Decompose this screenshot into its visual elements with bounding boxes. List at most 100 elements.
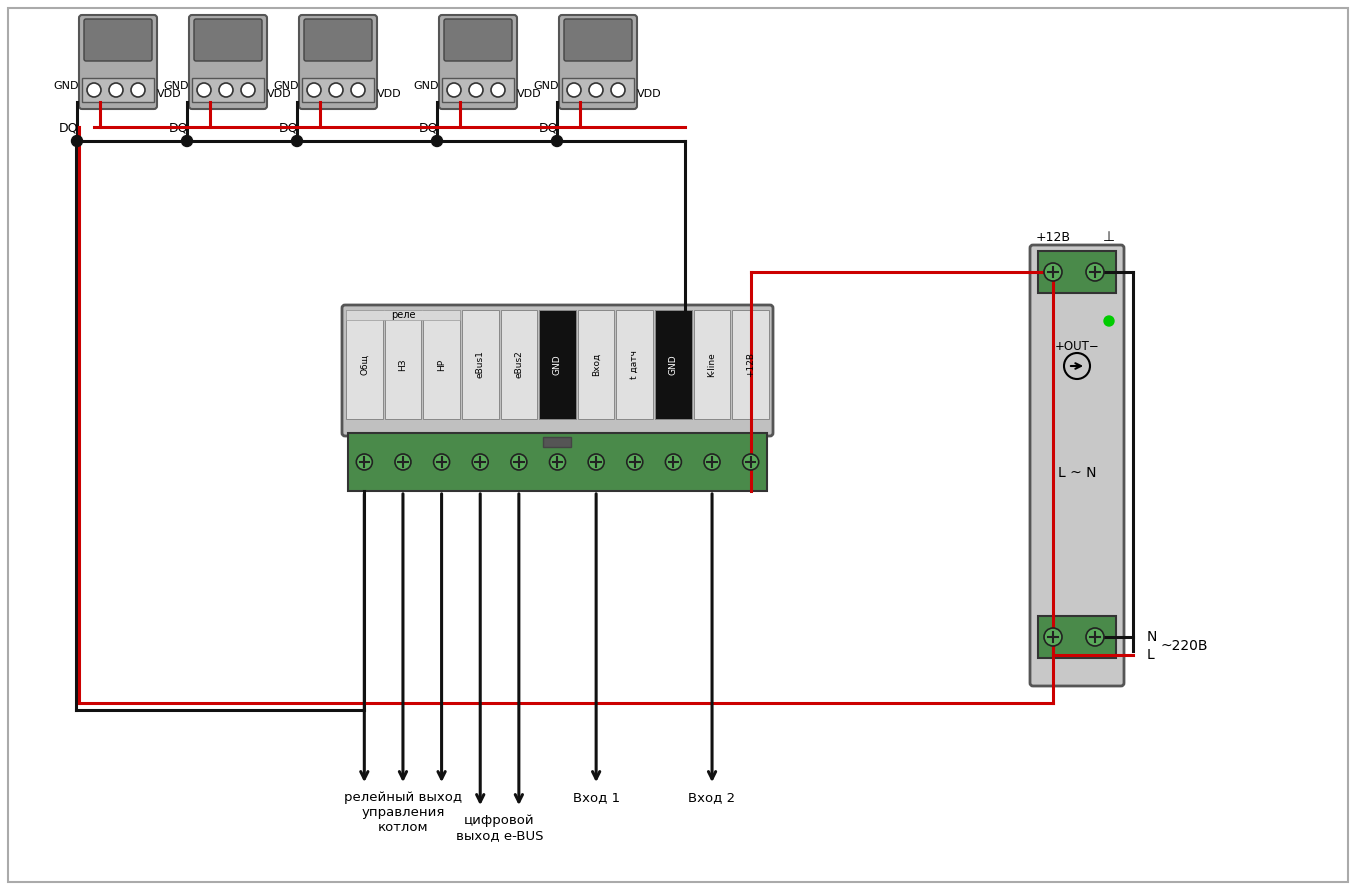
Text: Вход 2: Вход 2 [688,791,735,804]
Text: релейный выход
управления
котлом: релейный выход управления котлом [343,791,461,834]
Text: VDD: VDD [517,89,541,99]
Bar [423,310,460,419]
Bar [384,310,421,419]
FancyBboxPatch shape [444,19,512,61]
Circle shape [132,83,145,97]
Bar [616,310,653,419]
Circle shape [432,135,442,146]
Bar [733,310,769,419]
Bar [461,310,498,419]
Circle shape [1044,263,1063,281]
FancyBboxPatch shape [342,305,773,436]
Circle shape [567,83,581,97]
Circle shape [1105,316,1114,326]
Bar [442,78,514,102]
Bar [303,78,375,102]
Text: Общ: Общ [360,354,369,375]
Text: N: N [1147,630,1158,644]
Text: L: L [1147,648,1155,662]
Text: GND: GND [163,81,189,91]
FancyBboxPatch shape [440,15,517,109]
Circle shape [446,83,461,97]
Circle shape [1044,628,1063,646]
Circle shape [589,83,603,97]
FancyBboxPatch shape [565,19,632,61]
Text: DQ: DQ [539,121,558,135]
Circle shape [665,454,681,470]
Circle shape [1086,628,1105,646]
FancyBboxPatch shape [299,15,377,109]
Text: DQ: DQ [168,121,189,135]
Text: L ~ N: L ~ N [1057,466,1096,480]
Circle shape [242,83,255,97]
Circle shape [1086,263,1105,281]
Text: GND: GND [414,81,440,91]
Circle shape [472,454,489,470]
Bar [539,310,575,419]
Circle shape [87,83,100,97]
Text: t датч: t датч [630,350,639,379]
Circle shape [109,83,123,97]
Text: Вход: Вход [592,353,601,376]
Circle shape [357,454,372,470]
Circle shape [351,83,365,97]
Bar [578,310,615,419]
Circle shape [491,83,505,97]
Bar [544,437,571,447]
Circle shape [510,454,527,470]
Circle shape [470,83,483,97]
Text: реле: реле [391,310,415,320]
Text: НЗ: НЗ [399,358,407,371]
Circle shape [742,454,759,470]
Circle shape [550,454,566,470]
Circle shape [72,135,83,146]
Circle shape [627,454,643,470]
Circle shape [182,135,193,146]
Text: GND: GND [53,81,79,91]
Circle shape [292,135,303,146]
Bar [655,310,692,419]
Text: +OUT−: +OUT− [1054,339,1099,353]
Bar [1038,251,1115,293]
Text: GND: GND [669,355,678,375]
Text: VDD: VDD [157,89,182,99]
Bar [191,78,265,102]
Text: DQ: DQ [58,121,77,135]
Bar [346,310,383,419]
FancyBboxPatch shape [79,15,157,109]
Bar [1038,616,1115,658]
Circle shape [218,83,233,97]
Text: GND: GND [533,81,559,91]
Text: VDD: VDD [267,89,292,99]
FancyBboxPatch shape [189,15,267,109]
FancyBboxPatch shape [194,19,262,61]
Text: ⊥: ⊥ [1103,230,1115,244]
Text: ~220В: ~220В [1162,639,1209,653]
Circle shape [307,83,322,97]
Text: DQ: DQ [278,121,299,135]
FancyBboxPatch shape [559,15,636,109]
Circle shape [328,83,343,97]
Text: +12В: +12В [746,352,756,377]
Circle shape [704,454,721,470]
Bar [501,310,537,419]
Bar [562,78,634,102]
Text: DQ: DQ [418,121,438,135]
Circle shape [197,83,210,97]
Circle shape [588,454,604,470]
FancyBboxPatch shape [304,19,372,61]
Text: eBus2: eBus2 [514,351,524,379]
Text: K-line: K-line [707,352,716,377]
Bar [693,310,730,419]
Circle shape [611,83,626,97]
Text: Вход 1: Вход 1 [573,791,620,804]
Text: GND: GND [274,81,299,91]
Bar [81,78,153,102]
Text: VDD: VDD [377,89,402,99]
FancyBboxPatch shape [1030,245,1124,686]
Text: цифровой
выход e-BUS: цифровой выход e-BUS [456,814,543,842]
Text: VDD: VDD [636,89,662,99]
Text: НР: НР [437,358,446,371]
Circle shape [434,454,449,470]
Circle shape [551,135,563,146]
